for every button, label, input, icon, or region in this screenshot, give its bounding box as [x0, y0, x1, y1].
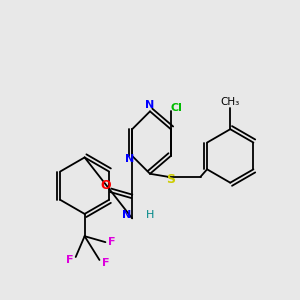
Text: S: S [166, 173, 175, 186]
Text: N: N [146, 100, 154, 110]
Text: O: O [100, 179, 111, 192]
Text: N: N [122, 210, 131, 220]
Text: N: N [124, 154, 134, 164]
Text: F: F [108, 237, 115, 247]
Text: F: F [66, 255, 74, 265]
Text: Cl: Cl [171, 103, 183, 113]
Text: H: H [146, 210, 154, 220]
Text: CH₃: CH₃ [220, 98, 240, 107]
Text: F: F [102, 258, 109, 268]
